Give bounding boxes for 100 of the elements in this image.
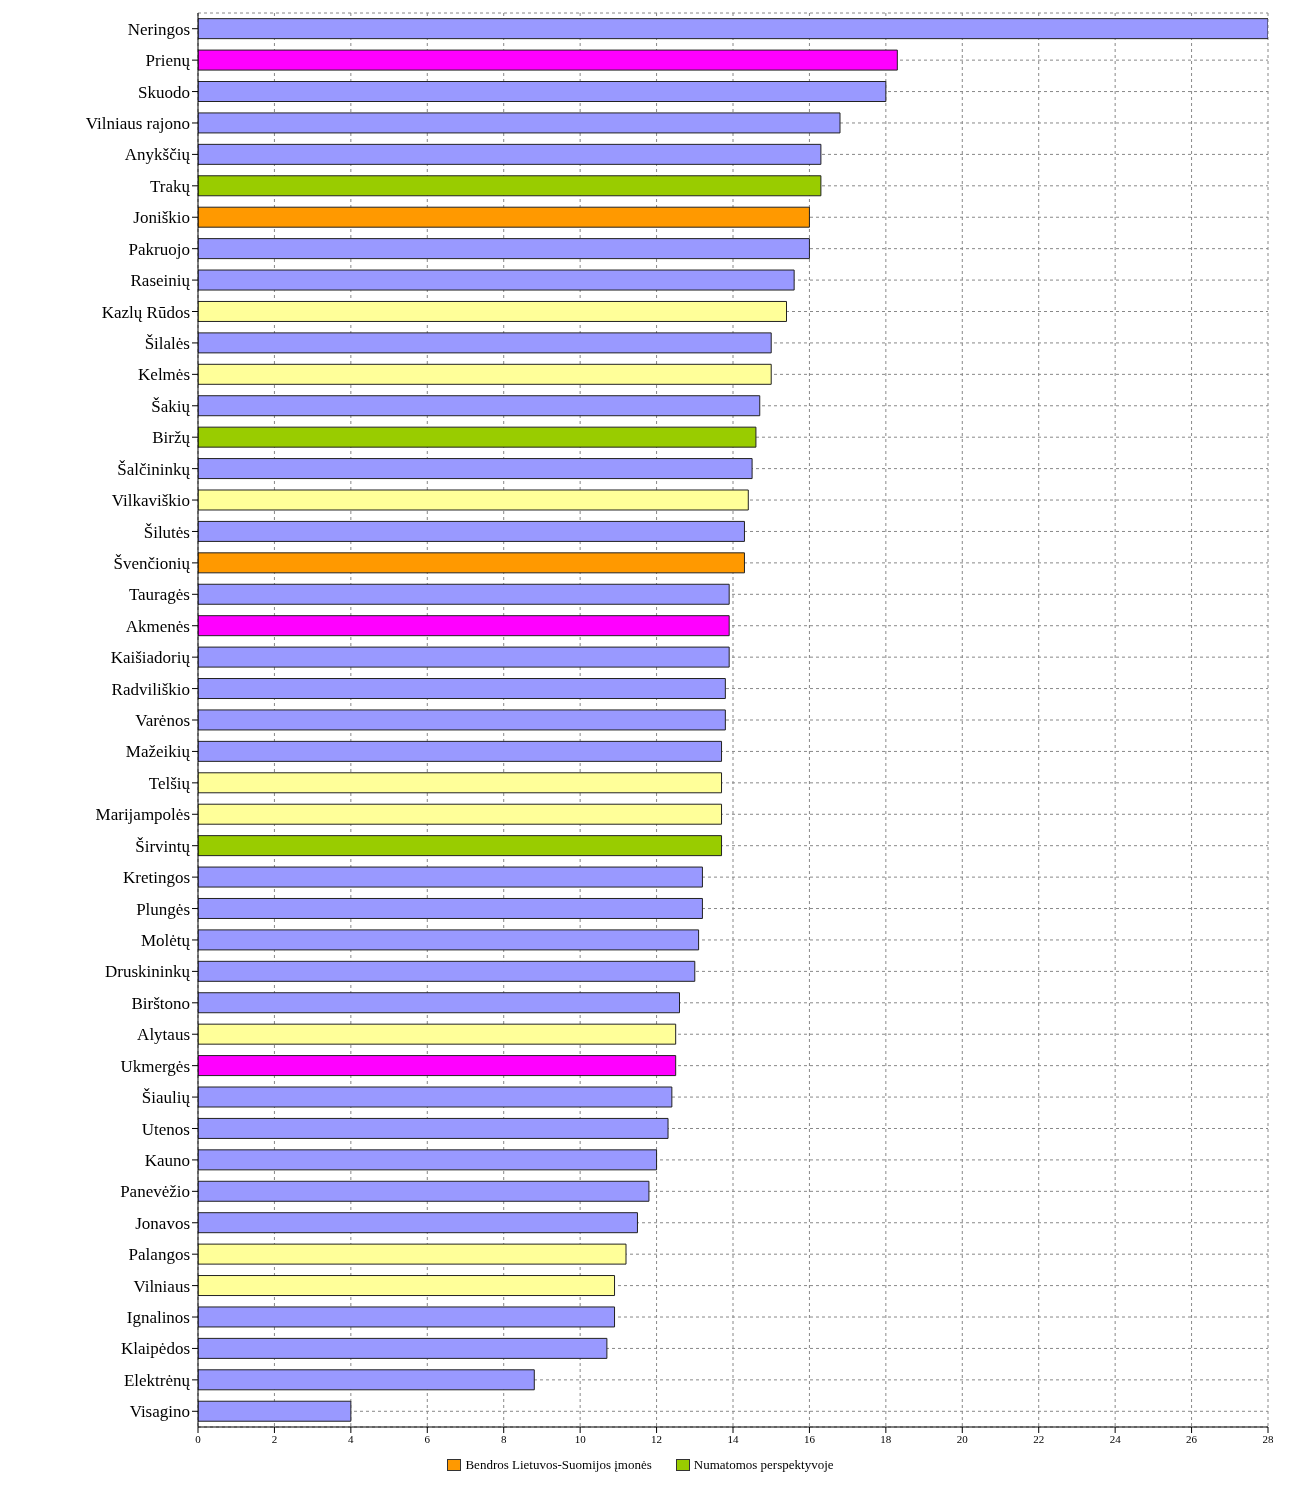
y-tick-label: Tauragės — [128, 585, 190, 605]
legend-label: Bendros Lietuvos-Suomijos įmonės — [464, 1457, 652, 1473]
x-tick-label: 0 — [195, 1432, 202, 1445]
bar — [198, 1212, 638, 1234]
y-tick-label: Ignalinos — [126, 1308, 190, 1328]
y-tick-label: Alytaus — [137, 1025, 190, 1045]
x-tick-label: 18 — [880, 1432, 892, 1445]
y-tick-label: Birštono — [131, 993, 190, 1013]
bar — [198, 960, 696, 982]
y-tick-label: Elektrėnų — [123, 1370, 191, 1390]
x-tick-label: 16 — [803, 1432, 816, 1445]
bar — [198, 18, 1268, 40]
bar — [198, 143, 822, 165]
bar — [198, 992, 680, 1014]
y-tick-label: Palangos — [128, 1245, 190, 1265]
y-tick-label: Šiaulių — [141, 1088, 191, 1108]
bar — [198, 458, 753, 480]
y-tick-label: Vilkaviškio — [111, 491, 190, 511]
y-tick-label: Marijampolės — [95, 805, 190, 825]
y-tick-label: Molėtų — [140, 930, 191, 950]
y-tick-label: Biržų — [152, 428, 191, 448]
bar — [198, 175, 822, 197]
bar — [198, 269, 795, 291]
y-tick-label: Klaipėdos — [121, 1339, 190, 1359]
y-tick-label: Švenčionių — [113, 553, 191, 573]
bar — [198, 646, 730, 668]
y-tick-label: Kazlų Rūdos — [101, 302, 190, 322]
bar — [198, 583, 730, 605]
bar — [198, 866, 703, 888]
y-tick-label: Telšių — [148, 773, 191, 793]
bar — [198, 709, 726, 731]
bar — [198, 835, 723, 857]
bar — [198, 897, 703, 919]
y-tick-label: Kauno — [144, 1150, 190, 1170]
x-tick-label: 22 — [1033, 1432, 1045, 1445]
bar — [198, 1275, 616, 1297]
y-tick-label: Skuodo — [138, 82, 190, 102]
y-tick-label: Visagino — [129, 1402, 190, 1422]
y-tick-label: Druskininkų — [105, 962, 191, 982]
bar — [198, 1243, 627, 1265]
x-tick-label: 8 — [500, 1432, 507, 1445]
bar — [198, 300, 787, 322]
bar — [198, 1180, 650, 1202]
bar — [198, 1023, 677, 1045]
bar — [198, 112, 841, 134]
y-tick-label: Anykščių — [124, 145, 191, 165]
bar — [198, 520, 745, 542]
bar — [198, 395, 761, 417]
bar — [198, 489, 749, 511]
bar — [198, 678, 726, 700]
y-tick-label: Neringos — [127, 19, 190, 39]
y-tick-label: Kaišiadorių — [110, 648, 191, 668]
y-tick-label: Panevėžio — [120, 1182, 190, 1202]
y-tick-label: Vilniaus — [133, 1276, 190, 1296]
y-tick-label: Vilniaus rajono — [85, 114, 190, 134]
y-tick-label: Plungės — [136, 899, 190, 919]
x-tick-label: 26 — [1186, 1432, 1198, 1445]
bar — [198, 552, 745, 574]
bar — [198, 615, 730, 637]
x-tick-label: 6 — [424, 1432, 431, 1445]
bar — [198, 929, 700, 951]
bar — [198, 1337, 608, 1359]
x-tick-label: 2 — [271, 1432, 278, 1445]
bar — [198, 426, 757, 448]
bar — [198, 49, 898, 71]
y-tick-label: Utenos — [141, 1119, 190, 1139]
x-tick-label: 20 — [956, 1432, 969, 1445]
y-tick-label: Raseinių — [130, 271, 191, 291]
y-tick-label: Varėnos — [135, 711, 190, 731]
bar — [198, 332, 772, 354]
x-tick-label: 28 — [1262, 1432, 1274, 1445]
y-tick-label: Šalčininkų — [117, 459, 191, 479]
y-tick-label: Šakių — [151, 396, 191, 416]
legend-label: Numatomos perspektyvoje — [692, 1457, 834, 1473]
bar — [198, 206, 810, 228]
x-tick-label: 24 — [1109, 1432, 1122, 1445]
bar — [198, 1306, 616, 1328]
x-tick-label: 4 — [348, 1432, 355, 1445]
y-tick-label: Prienų — [145, 51, 191, 71]
y-tick-label: Kretingos — [122, 868, 190, 888]
y-tick-label: Joniškio — [133, 208, 190, 228]
x-tick-label: 10 — [574, 1432, 587, 1445]
y-tick-label: Akmenės — [125, 616, 190, 636]
x-tick-label: 14 — [727, 1432, 739, 1445]
y-tick-label: Kelmės — [138, 365, 190, 385]
bar — [198, 81, 887, 102]
y-tick-label: Radviliškio — [111, 679, 190, 699]
x-tick-label: 12 — [651, 1432, 663, 1445]
y-tick-label: Šilalės — [144, 333, 190, 353]
bar — [198, 1055, 677, 1077]
bar — [198, 1117, 669, 1139]
bar — [198, 363, 772, 385]
bar — [198, 1149, 658, 1171]
y-tick-label: Ukmergės — [120, 1056, 190, 1076]
y-tick-label: Šilutės — [143, 522, 190, 542]
bar — [198, 1086, 673, 1108]
bar — [198, 1400, 352, 1422]
bar — [198, 740, 723, 762]
bar — [198, 238, 810, 260]
y-tick-label: Mažeikių — [125, 742, 191, 762]
